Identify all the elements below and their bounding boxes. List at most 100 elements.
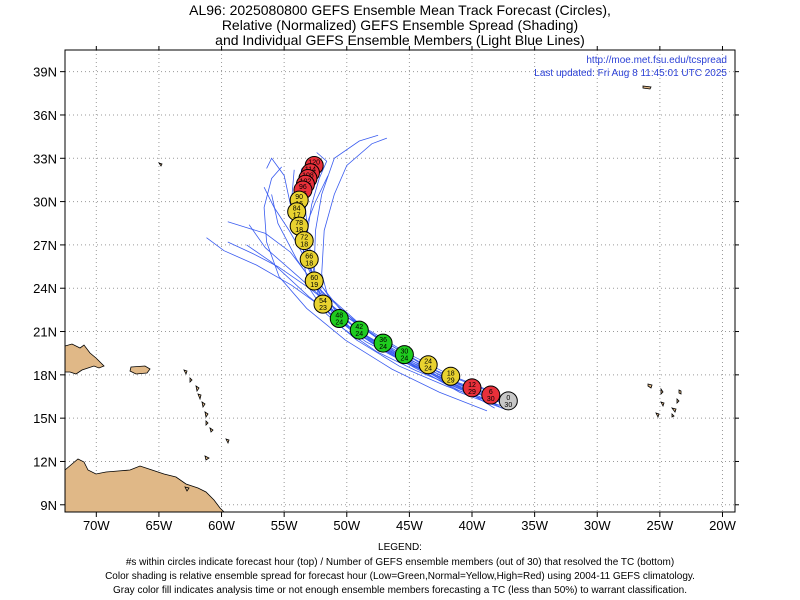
mean-track-circle — [313, 294, 333, 314]
mean-track-circle — [418, 355, 438, 375]
forecast-hour-label: 18 — [447, 370, 455, 377]
lon-tick-label: 65W — [146, 518, 173, 533]
mean-track-circle — [294, 231, 314, 251]
mean-track-circle — [441, 366, 461, 386]
lat-tick-label: 39N — [33, 65, 57, 80]
lon-tick-label: 45W — [396, 518, 423, 533]
forecast-hour-label: 84 — [293, 206, 301, 213]
lat-tick-label: 12N — [33, 454, 57, 469]
member-count-label: 29 — [468, 389, 476, 396]
grid-lines — [65, 50, 735, 512]
forecast-hour-label: 24 — [424, 359, 432, 366]
lat-tick-label: 30N — [33, 195, 57, 210]
member-count-label: 24 — [355, 331, 363, 338]
mean-track-circle — [373, 333, 393, 353]
lon-tick-label: 35W — [521, 518, 548, 533]
lat-tick-label: 9N — [40, 498, 57, 513]
axis-tick-labels: 70W 65W 60W 55W 50W 45W 40W 35W 30W 25W 20W 9N 12N 15… — [33, 65, 736, 533]
forecast-hour-label: 0 — [506, 395, 510, 402]
lon-tick-label: 30W — [584, 518, 611, 533]
member-count-label: 29 — [447, 377, 455, 384]
land-azores-islands — [642, 85, 682, 419]
lat-tick-label: 15N — [33, 411, 57, 426]
member-count-label: 18 — [295, 227, 303, 234]
lon-tick-label: 70W — [83, 518, 110, 533]
forecast-hour-label: 78 — [295, 220, 303, 227]
member-count-label: 18 — [300, 242, 308, 249]
member-count-label: 19 — [310, 282, 318, 289]
forecast-hour-label: 48 — [335, 313, 343, 320]
land-lesser-antilles — [183, 369, 230, 492]
axis-ticks — [60, 46, 739, 517]
forecast-hour-label: 90 — [295, 194, 303, 201]
lat-tick-label: 36N — [33, 108, 57, 123]
lon-tick-label: 60W — [208, 518, 235, 533]
legend-line-1: #s within circles indicate forecast hour… — [125, 557, 675, 568]
lon-tick-label: 40W — [459, 518, 486, 533]
legend-heading: LEGEND: — [378, 542, 422, 553]
forecast-hour-label: 6 — [489, 389, 493, 396]
lon-tick-label: 50W — [333, 518, 360, 533]
land-bermuda — [158, 162, 163, 167]
map-frame — [64, 49, 736, 513]
mean-track-point-6: 630 — [481, 385, 501, 405]
lon-tick-label: 20W — [709, 518, 736, 533]
member-count-label: 23 — [319, 305, 327, 312]
forecast-hour-label: 96 — [299, 184, 307, 191]
forecast-hour-label: 42 — [355, 324, 363, 331]
lat-tick-label: 24N — [33, 281, 57, 296]
mean-track-circle — [481, 385, 501, 405]
title-line-3: and Individual GEFS Ensemble Members (Li… — [215, 32, 585, 48]
forecast-hour-label: 120 — [308, 160, 320, 167]
legend-line-2: Color shading is relative ensemble sprea… — [105, 571, 695, 582]
mean-track-point-0: 030 — [498, 391, 518, 411]
lat-tick-label: 18N — [33, 368, 57, 383]
mean-track-circle — [498, 391, 518, 411]
member-count-label: 24 — [400, 356, 408, 363]
member-count-label: 30 — [487, 396, 495, 403]
forecast-hour-label: 30 — [400, 349, 408, 356]
forecast-hour-label: 72 — [300, 235, 308, 242]
forecast-hour-label: 54 — [319, 298, 327, 305]
member-count-label: 24 — [379, 344, 387, 351]
mean-track-circle — [329, 309, 349, 329]
forecast-hour-label: 60 — [310, 275, 318, 282]
map-background — [65, 50, 735, 512]
land-hispaniola — [65, 343, 105, 375]
member-track-12 — [263, 166, 488, 412]
lon-tick-label: 55W — [271, 518, 298, 533]
member-count-label: 18 — [305, 260, 313, 267]
lat-tick-label: 27N — [33, 238, 57, 253]
lat-tick-label: 33N — [33, 151, 57, 166]
lon-tick-label: 25W — [646, 518, 673, 533]
mean-track-circle — [394, 345, 414, 365]
mean-track-circle — [299, 249, 319, 269]
last-updated-text: Last updated: Fri Aug 8 11:45:01 UTC 202… — [534, 68, 727, 79]
mean-track-circle — [349, 320, 369, 340]
mean-track-circle — [462, 378, 482, 398]
member-count-label: 30 — [504, 402, 512, 409]
member-count-label: 24 — [335, 320, 343, 327]
title-line-1: AL96: 2025080800 GEFS Ensemble Mean Trac… — [189, 2, 611, 18]
lat-tick-label: 21N — [33, 325, 57, 340]
legend-line-3: Gray color fill indicates analysis time … — [113, 585, 687, 596]
land-masses — [65, 85, 682, 512]
land-south-america — [65, 458, 225, 512]
ensemble-mean-track: 1201611416108161021696169016841778187218… — [287, 156, 518, 411]
member-count-label: 24 — [424, 366, 432, 373]
member-count-label: 17 — [293, 213, 301, 220]
credit-url-link[interactable]: http://moe.met.fsu.edu/tcspread — [586, 55, 727, 66]
land-puerto-rico — [129, 365, 151, 375]
